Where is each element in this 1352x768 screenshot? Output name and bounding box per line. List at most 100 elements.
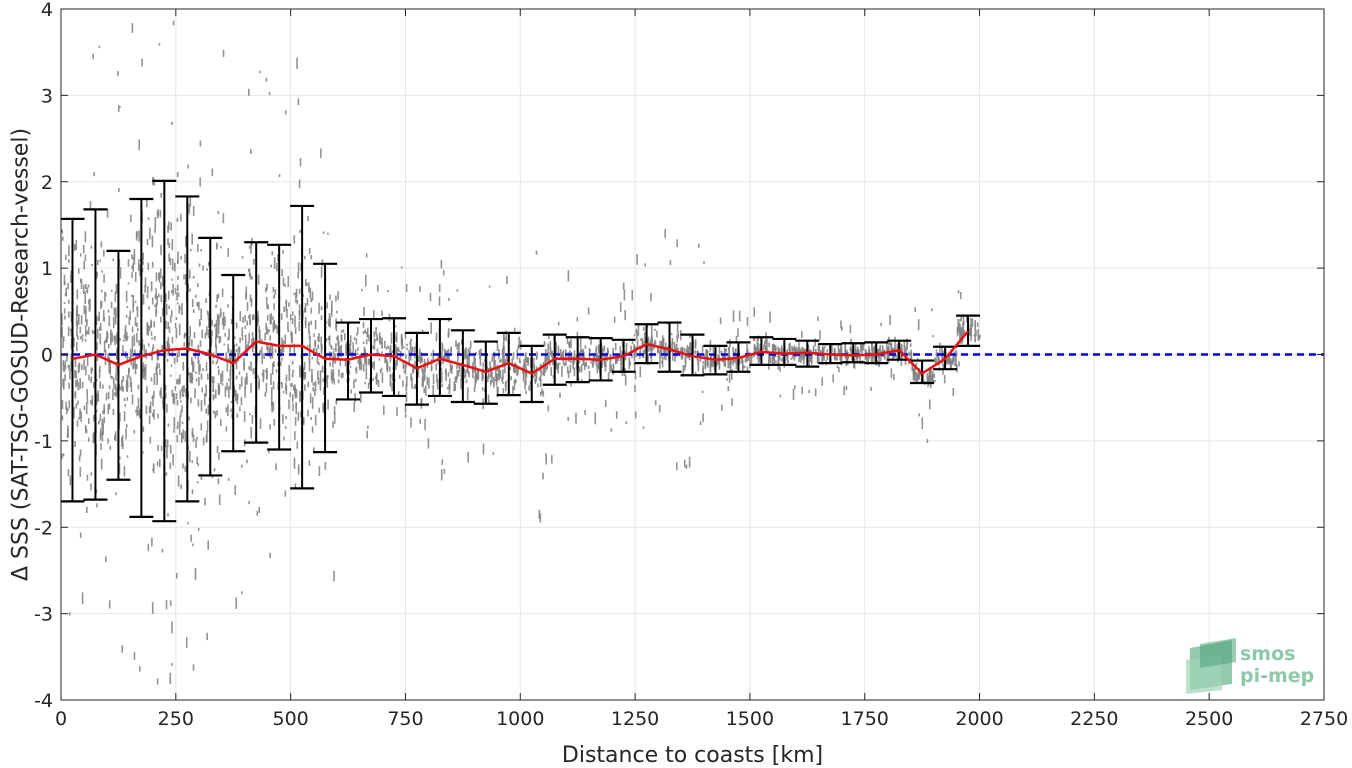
scatter-point: [88, 299, 90, 304]
scatter-point: [211, 475, 214, 479]
scatter-point: [250, 361, 252, 372]
scatter-point: [878, 348, 881, 352]
scatter-point: [250, 383, 252, 393]
scatter-point: [497, 374, 499, 380]
scatter-point: [757, 342, 759, 350]
scatter-point: [121, 379, 123, 391]
scatter-point: [119, 105, 121, 109]
scatter-point: [220, 373, 222, 385]
scatter-point: [148, 306, 150, 310]
scatter-point: [97, 316, 100, 321]
scatter-point: [939, 342, 941, 354]
scatter-point: [557, 321, 560, 326]
scatter-point: [377, 284, 379, 292]
scatter-point: [396, 407, 398, 416]
scatter-point: [487, 376, 489, 382]
mean-line: [72, 330, 970, 375]
scatter-point: [83, 284, 85, 294]
scatter-point: [86, 399, 89, 404]
scatter-point: [265, 369, 267, 373]
scatter-point: [98, 369, 101, 379]
scatter-point: [156, 461, 159, 466]
scatter-point: [414, 360, 416, 370]
scatter-point: [532, 375, 535, 378]
scatter-point: [81, 364, 83, 370]
scatter-point: [684, 459, 686, 468]
scatter-point: [313, 348, 316, 351]
scatter-point: [702, 413, 704, 422]
scatter-point: [217, 323, 220, 335]
scatter-point: [81, 592, 84, 605]
scatter-point: [131, 336, 134, 348]
scatter-point: [624, 374, 627, 386]
scatter-point: [196, 436, 198, 440]
scatter-point: [818, 356, 820, 364]
scatter-point: [304, 255, 306, 260]
scatter-point: [171, 258, 174, 271]
scatter-point: [183, 385, 185, 393]
scatter-point: [438, 284, 441, 293]
scatter-point: [325, 338, 328, 342]
scatter-point: [642, 426, 645, 429]
scatter-point: [683, 347, 686, 353]
scatter-point: [930, 366, 933, 373]
scatter-point: [235, 360, 238, 370]
scatter-point: [735, 360, 738, 370]
scatter-point: [275, 369, 278, 373]
scatter-point: [329, 294, 331, 300]
scatter-point: [570, 338, 572, 348]
scatter-point: [78, 314, 80, 325]
scatter-point: [723, 360, 725, 365]
scatter-point: [327, 232, 329, 235]
scatter-point: [435, 363, 438, 367]
scatter-point: [566, 336, 569, 344]
scatter-point: [482, 443, 485, 455]
scatter-point: [74, 356, 77, 368]
scatter-point: [538, 510, 541, 519]
scatter-point: [110, 301, 113, 309]
scatter-point: [202, 265, 204, 271]
scatter-point: [134, 271, 137, 282]
scatter-point: [119, 456, 121, 460]
scatter-point: [637, 325, 640, 337]
scatter-point: [199, 322, 201, 325]
scatter-point: [743, 365, 746, 368]
scatter-point: [160, 316, 162, 323]
scatter-point: [517, 367, 519, 375]
scatter-point: [171, 663, 173, 666]
scatter-point: [419, 418, 421, 424]
scatter-point: [176, 217, 179, 222]
scatter-point: [141, 268, 144, 273]
scatter-point: [958, 361, 960, 367]
scatter-point: [244, 341, 247, 351]
scatter-point: [151, 297, 154, 305]
scatter-point: [352, 350, 355, 356]
scatter-point: [383, 405, 385, 415]
scatter-point: [285, 299, 287, 312]
scatter-point: [207, 405, 210, 416]
scatter-point: [160, 282, 162, 290]
scatter-point: [327, 338, 330, 341]
scatter-point: [205, 434, 208, 443]
scatter-point: [167, 321, 169, 329]
scatter-point: [96, 271, 98, 279]
scatter-point: [84, 338, 87, 342]
scatter-point: [362, 331, 365, 335]
scatter-point: [402, 364, 405, 370]
scatter-point: [100, 301, 102, 309]
scatter-point: [456, 362, 458, 370]
scatter-point: [62, 453, 65, 457]
scatter-point: [133, 249, 136, 257]
scatter-point: [650, 347, 653, 358]
scatter-point: [529, 357, 532, 360]
scatter-point: [282, 250, 284, 254]
scatter-point: [604, 368, 606, 372]
scatter-point: [857, 349, 860, 353]
scatter-point: [573, 367, 576, 377]
scatter-point: [311, 396, 314, 409]
scatter-point: [373, 310, 375, 320]
scatter-point: [467, 348, 470, 354]
scatter-point: [504, 363, 506, 374]
scatter-point: [750, 353, 753, 365]
scatter-point: [132, 364, 134, 370]
